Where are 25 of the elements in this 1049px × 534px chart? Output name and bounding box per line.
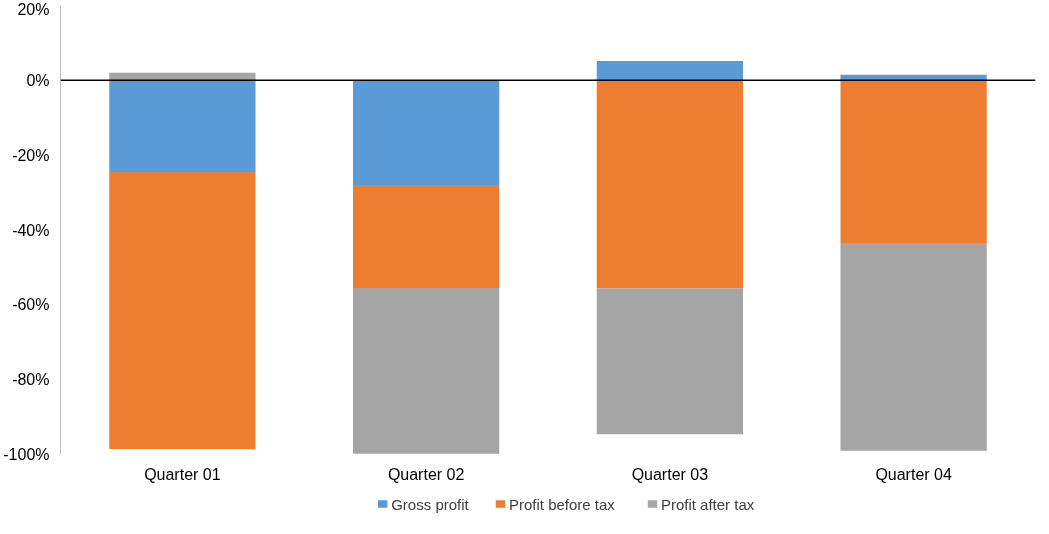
bar bbox=[353, 185, 500, 288]
bar bbox=[840, 243, 987, 451]
y-tick-label: -60% bbox=[12, 296, 50, 314]
y-tick-label: 20% bbox=[17, 0, 50, 18]
bar bbox=[353, 80, 500, 186]
y-tick-label: -80% bbox=[12, 371, 50, 389]
bar bbox=[596, 60, 743, 81]
x-tick-label: Quarter 03 bbox=[631, 465, 709, 483]
legend-label: Gross profit bbox=[391, 495, 470, 513]
bar bbox=[840, 80, 987, 244]
bar bbox=[596, 80, 743, 289]
bar bbox=[596, 288, 743, 435]
bar bbox=[109, 172, 256, 449]
x-tick-label: Quarter 04 bbox=[875, 465, 952, 483]
bar bbox=[353, 288, 500, 454]
y-tick-label: -20% bbox=[12, 146, 50, 164]
y-tick-label: 0% bbox=[26, 71, 50, 89]
y-tick-label: -100% bbox=[3, 446, 50, 463]
bar bbox=[109, 80, 256, 172]
x-tick-label: Quarter 02 bbox=[387, 465, 465, 483]
bar bbox=[109, 72, 256, 81]
legend-label: Profit after tax bbox=[660, 495, 755, 513]
y-tick-label: -40% bbox=[12, 221, 50, 239]
legend-label: Profit before tax bbox=[508, 495, 616, 513]
x-tick-label: Quarter 01 bbox=[144, 465, 221, 483]
